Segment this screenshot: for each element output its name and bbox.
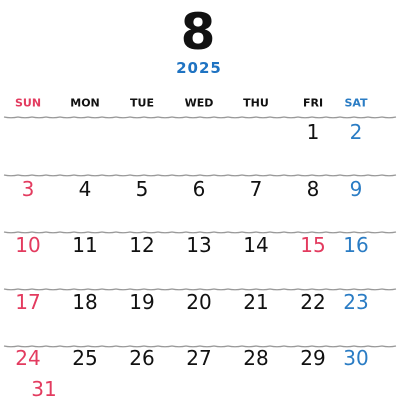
rule-line (3, 174, 397, 177)
weekday: WED (184, 96, 214, 110)
day-number: 28 (243, 346, 269, 370)
day-number: 13 (186, 233, 212, 257)
day-number: 29 (300, 346, 326, 370)
day-number: 7 (249, 177, 263, 201)
weekday: TUE (130, 96, 154, 110)
day-number: 15 (300, 233, 326, 257)
day-number: 2 (349, 120, 363, 144)
rule-line (3, 288, 397, 291)
day-number: 26 (129, 346, 155, 370)
weekday: SAT (344, 96, 368, 110)
rule-line (3, 116, 397, 119)
day-number: 16 (343, 233, 369, 257)
day-number: 27 (186, 346, 212, 370)
day-number: 20 (186, 290, 212, 314)
rule-line (3, 231, 397, 234)
day-number: 11 (72, 233, 98, 257)
day-number: 22 (300, 290, 326, 314)
day-number: 25 (72, 346, 98, 370)
day-number: 9 (349, 177, 363, 201)
day-number: 31 (31, 377, 57, 400)
day-number: 18 (72, 290, 98, 314)
weekday: MON (70, 96, 100, 110)
day-number: 21 (243, 290, 269, 314)
day-number: 8 (306, 177, 320, 201)
weekday: THU (243, 96, 269, 110)
day-number: 1 (306, 120, 320, 144)
rule-line (3, 345, 397, 348)
month: 8 (180, 3, 216, 61)
day-number: 5 (135, 177, 149, 201)
day-number: 4 (78, 177, 92, 201)
day-number: 10 (15, 233, 41, 257)
year: 2025 (176, 59, 222, 77)
day-number: 6 (192, 177, 206, 201)
weekday: FRI (302, 96, 324, 110)
day-number: 3 (21, 177, 35, 201)
day-number: 30 (343, 346, 369, 370)
day-number: 23 (343, 290, 369, 314)
weekday: SUN (14, 96, 42, 110)
day-number: 14 (243, 233, 269, 257)
day-number: 17 (15, 290, 41, 314)
day-number: 24 (15, 346, 41, 370)
day-number: 12 (129, 233, 155, 257)
day-number: 19 (129, 290, 155, 314)
